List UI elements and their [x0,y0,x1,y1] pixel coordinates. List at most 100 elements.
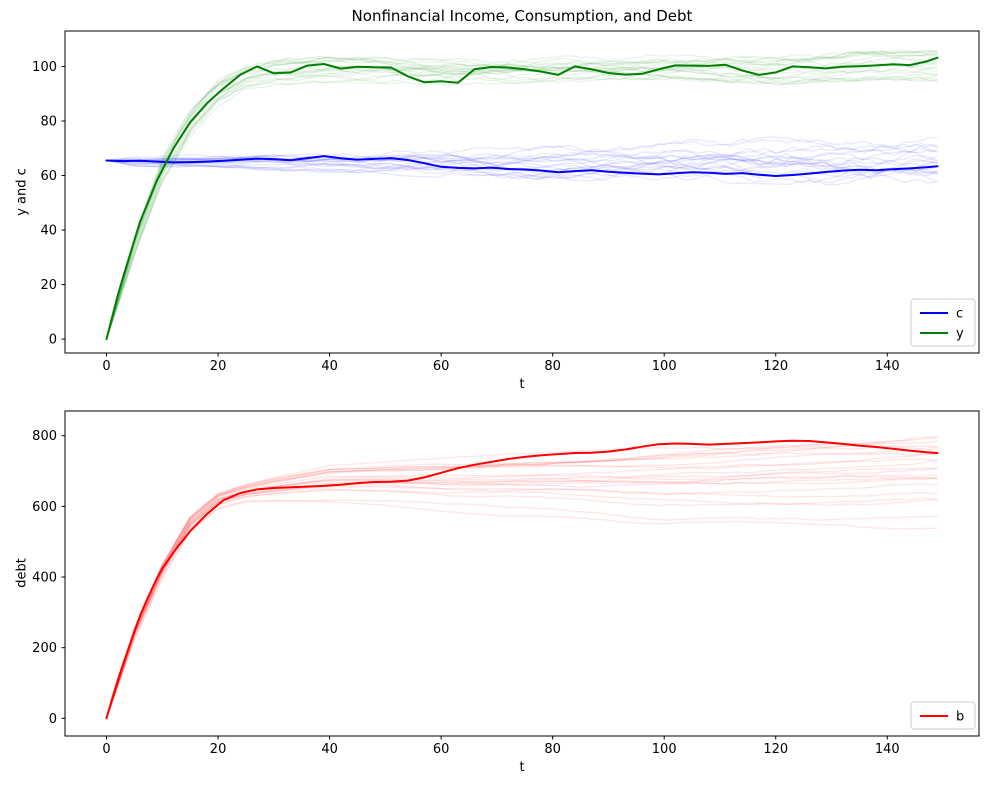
y-simulation-paths [105,50,938,340]
simulation-path [105,50,938,340]
bottom-yaxis-label: debt [14,558,30,588]
simulation-path [105,436,938,719]
x-tick-label: 120 [763,742,788,757]
axes-spines [64,410,980,737]
legend: cy [910,298,976,347]
simulation-path [106,159,938,184]
top-yaxis-label: y and c [14,168,30,216]
simulation-path [106,159,938,184]
legend-label-b: b [956,710,964,725]
bottom-axes: 0 20 40 60 80 100 120 140 0 200 400 600 800 b [32,410,980,757]
simulation-path [105,59,938,340]
simulation-path [105,446,938,719]
x-tick-label: 100 [652,742,677,757]
simulation-path [106,159,938,182]
simulation-path [106,156,938,179]
simulation-path [106,159,938,182]
y-tick-label: 0 [49,333,57,348]
x-tick-label: 80 [544,359,561,374]
simulation-path [106,136,938,163]
simulation-path [105,489,938,719]
top-xaxis-label: t [519,377,525,392]
simulation-path [105,56,938,340]
simulation-path [105,52,938,340]
legend-label-y: y [956,327,964,342]
simulation-path [105,474,938,719]
series-b [105,439,939,720]
simulation-path [105,488,938,719]
x-tick-label: 60 [433,359,450,374]
y-tick-label: 200 [32,641,57,656]
top-axes: 0 20 40 60 80 100 120 140 0 20 40 60 80 100 cy [32,30,980,374]
y-tick-label: 400 [32,571,57,586]
chart-title: Nonfinancial Income, Consumption, and De… [351,7,693,25]
x-tick-label: 40 [321,742,338,757]
simulation-path [105,75,938,340]
x-tick-label: 100 [652,359,677,374]
y-tick-label: 20 [40,278,57,293]
simulation-path [106,153,938,172]
x-tick-label: 60 [433,742,450,757]
legend-box [910,298,976,347]
axes-spines [64,30,980,354]
y-tick-label: 0 [49,712,57,727]
simulation-path [105,66,938,340]
simulation-path [105,51,938,340]
simulation-path [105,474,938,719]
simulation-path [106,155,938,178]
legend: b [910,701,976,730]
simulation-path [105,57,938,340]
simulation-path [105,50,938,340]
simulation-path [106,149,938,167]
series-y [105,56,939,341]
simulation-path [105,436,938,719]
y-tick-label: 800 [32,429,57,444]
simulation-path [105,54,938,340]
simulation-path [105,484,938,719]
simulation-path [106,144,938,167]
y-tick-label: 80 [40,114,57,129]
x-tick-label: 0 [102,359,110,374]
x-tick-label: 120 [763,359,788,374]
simulation-path [105,63,938,340]
simulation-path [105,72,938,340]
simulation-path [105,467,938,719]
y-tick-label: 40 [40,224,57,239]
simulation-path [105,477,938,719]
simulation-path [105,444,938,719]
bottom-xaxis-label: t [519,760,525,775]
simulation-path [106,147,938,177]
x-tick-label: 20 [210,742,227,757]
x-tick-label: 40 [321,359,338,374]
b-simulation-paths [105,436,938,719]
simulation-path [105,67,938,340]
x-tick-label: 20 [210,359,227,374]
simulation-path [105,483,938,719]
simulation-path [105,499,938,719]
simulation-path [106,158,938,186]
simulation-path [106,138,938,162]
simulation-path [106,142,938,167]
simulation-path [106,155,938,177]
x-tick-label: 140 [875,359,900,374]
legend-label-c: c [956,307,963,322]
simulation-path [106,145,938,163]
simulation-path [106,150,938,180]
y-tick-label: 60 [40,169,57,184]
y-tick-label: 100 [32,60,57,75]
y-tick-label: 600 [32,500,57,515]
series-c [105,155,939,177]
x-tick-label: 140 [875,742,900,757]
simulation-path [105,452,938,719]
c-simulation-paths [106,136,938,186]
x-tick-label: 80 [544,742,561,757]
simulation-path [105,477,938,719]
simulation-path [105,65,938,340]
simulation-path [105,499,938,719]
simulation-path [105,51,938,340]
simulation-path [105,73,938,340]
x-tick-label: 0 [102,742,110,757]
simulation-path [105,64,938,340]
